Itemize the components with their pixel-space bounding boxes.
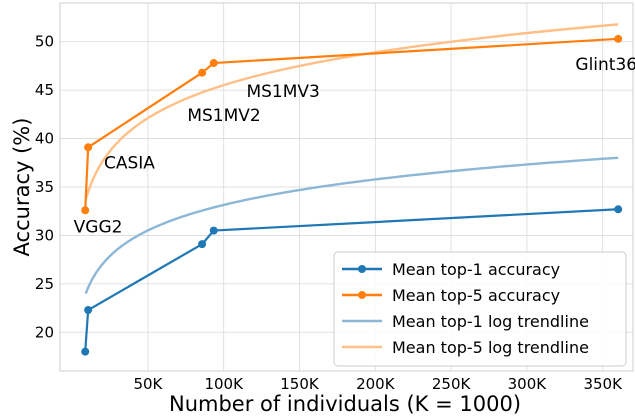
data-point-mean-top-1-accuracy [84, 305, 93, 314]
legend-marker [358, 291, 366, 299]
grid [60, 3, 633, 371]
y-tick-label: 35 [35, 178, 54, 196]
x-tick-label: 350K [583, 375, 623, 393]
data-point-mean-top-5-accuracy [198, 68, 207, 77]
data-point-mean-top-1-accuracy [614, 205, 623, 214]
data-point-mean-top-5-accuracy [81, 206, 90, 215]
y-tick-label: 20 [35, 323, 54, 341]
legend-box [333, 251, 627, 367]
legend-entry: Mean top-5 log trendline [392, 338, 589, 357]
data-point-mean-top-1-accuracy [81, 347, 90, 356]
y-tick-label: 40 [35, 130, 54, 148]
data-point-mean-top-5-accuracy [209, 59, 218, 68]
x-tick-label: 200K [356, 375, 396, 393]
x-tick-label: 100K [204, 375, 244, 393]
dataset-annotations: VGG2 CASIA MS1MV2 MS1MV3 Glint360K [74, 55, 635, 238]
dataset-label: VGG2 [74, 218, 123, 238]
dataset-label: MS1MV2 [187, 106, 260, 126]
trendline-mean-top-5-log-trendline [84, 23, 619, 200]
data-point-mean-top-5-accuracy [84, 143, 93, 152]
y-axis-ticks: 20 25 30 35 40 45 50 [35, 33, 54, 342]
data-series [81, 34, 623, 356]
legend: Mean top-1 accuracy Mean top-5 accuracy Me… [333, 251, 627, 367]
legend-entry: Mean top-1 accuracy [392, 260, 560, 279]
y-axis-title: Accuracy (%) [10, 118, 34, 257]
dataset-label: Glint360K [575, 55, 635, 75]
x-axis-ticks: 50K 100K 150K 200K 250K 300K 350K [133, 375, 623, 393]
dataset-label: CASIA [104, 154, 155, 174]
legend-marker [358, 265, 366, 273]
legend-entry: Mean top-1 log trendline [392, 312, 589, 331]
y-tick-label: 25 [35, 275, 54, 293]
data-point-mean-top-1-accuracy [198, 240, 207, 249]
data-point-mean-top-1-accuracy [209, 226, 218, 235]
x-tick-label: 250K [432, 375, 472, 393]
x-tick-label: 300K [508, 375, 548, 393]
y-tick-label: 30 [35, 226, 54, 244]
y-tick-label: 45 [35, 81, 54, 99]
x-tick-label: 50K [133, 375, 163, 393]
data-point-mean-top-5-accuracy [614, 34, 623, 43]
legend-entry: Mean top-5 accuracy [392, 286, 560, 305]
dataset-label: MS1MV3 [246, 82, 319, 102]
x-axis-title: Number of individuals (K = 1000) [169, 392, 521, 416]
x-tick-label: 150K [280, 375, 320, 393]
trendline-mean-top-1-log-trendline [84, 156, 619, 294]
y-tick-label: 50 [35, 33, 54, 51]
plot-frame [59, 2, 634, 372]
series-line-mean-top-5-accuracy [84, 37, 619, 211]
